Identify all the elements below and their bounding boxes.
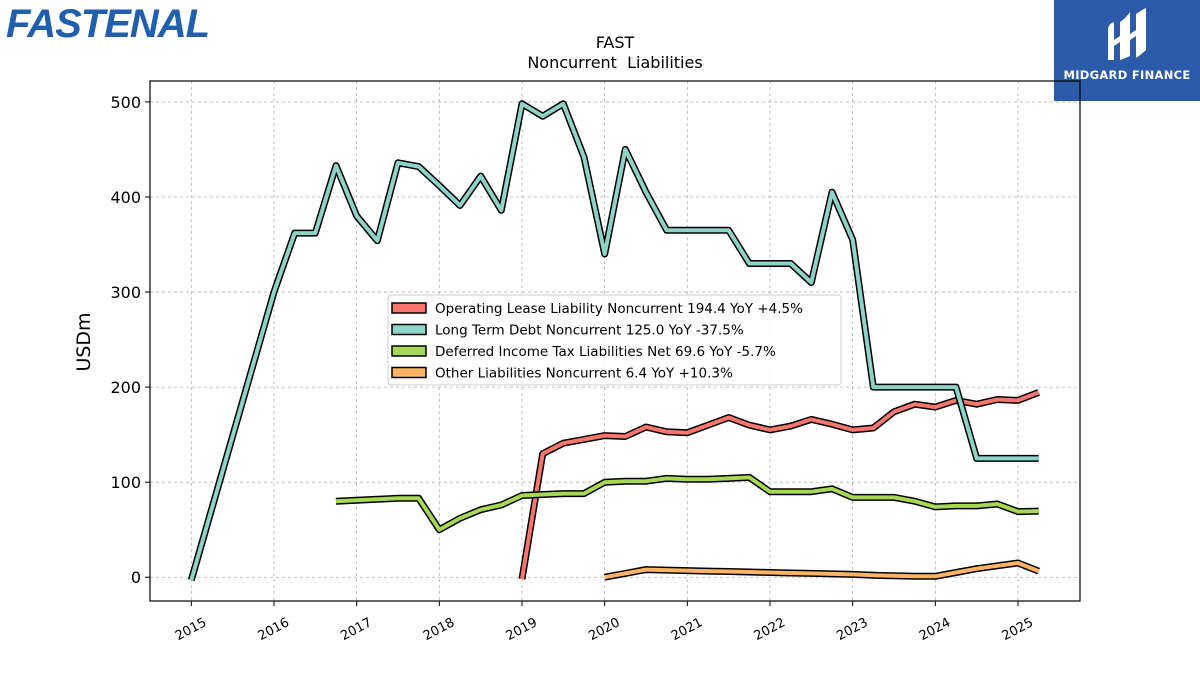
legend-swatch-2 [391,345,427,357]
y-tick-label: 200 [110,378,141,397]
series-line-3 [604,561,1040,580]
fastenal-logo: FASTENAL [6,2,210,46]
midgard-finance-badge: MIDGARD FINANCE [1054,0,1200,101]
x-tick-label: 2015 [173,615,209,644]
grid [150,81,1080,601]
series-line-0 [520,390,1040,580]
x-tick-label: 2018 [421,615,457,644]
x-tick-label: 2024 [917,615,953,644]
legend-label-3: Other Liabilities Noncurrent 6.4 YoY +10… [435,366,733,382]
y-tick-label: 100 [110,473,141,492]
legend: Operating Lease Liability Noncurrent 194… [387,294,842,386]
legend-swatch-3 [391,366,427,379]
chart-subtitle: Noncurrent Liabilities [527,53,702,72]
x-tick-label: 2017 [338,615,374,644]
midgard-logo-icon [1108,8,1146,60]
x-tick-label: 2019 [504,615,540,644]
y-tick-label: 500 [110,93,141,112]
series-outline-0 [518,389,1040,580]
legend-label-0: Operating Lease Liability Noncurrent 194… [435,301,803,317]
y-tick-label: 400 [110,188,141,207]
series-outline-3 [604,559,1040,581]
y-tick-label: 300 [110,283,141,302]
x-tick-label: 2023 [834,615,870,644]
legend-swatch-1 [391,323,427,336]
series-outline-2 [335,473,1039,534]
legend-box [387,294,842,386]
axis-ticks: 0 100 200 300 400 500 2015 2016 2017 2018 2019 2020… [110,93,1035,644]
series-line-1 [189,101,1039,581]
y-axis-label: USDm [73,312,95,371]
legend-label-1: Long Term Debt Noncurrent 125.0 YoY -37.… [435,323,744,339]
series-outline-1 [187,100,1039,582]
x-tick-label: 2022 [752,615,788,644]
x-tick-label: 2016 [256,615,292,644]
chart-title: FAST [596,33,635,52]
legend-label-2: Deferred Income Tax Liabilities Net 69.6… [435,344,776,360]
legend-swatch-0 [391,302,427,314]
series-line-2 [335,475,1039,532]
series-lines [187,100,1040,582]
y-tick-label: 0 [131,568,141,587]
x-tick-label: 2025 [1000,615,1036,644]
x-tick-label: 2021 [669,615,705,644]
x-tick-label: 2020 [586,615,622,644]
plot-frame [149,80,1081,602]
brand-name: MIDGARD FINANCE [1063,68,1191,82]
